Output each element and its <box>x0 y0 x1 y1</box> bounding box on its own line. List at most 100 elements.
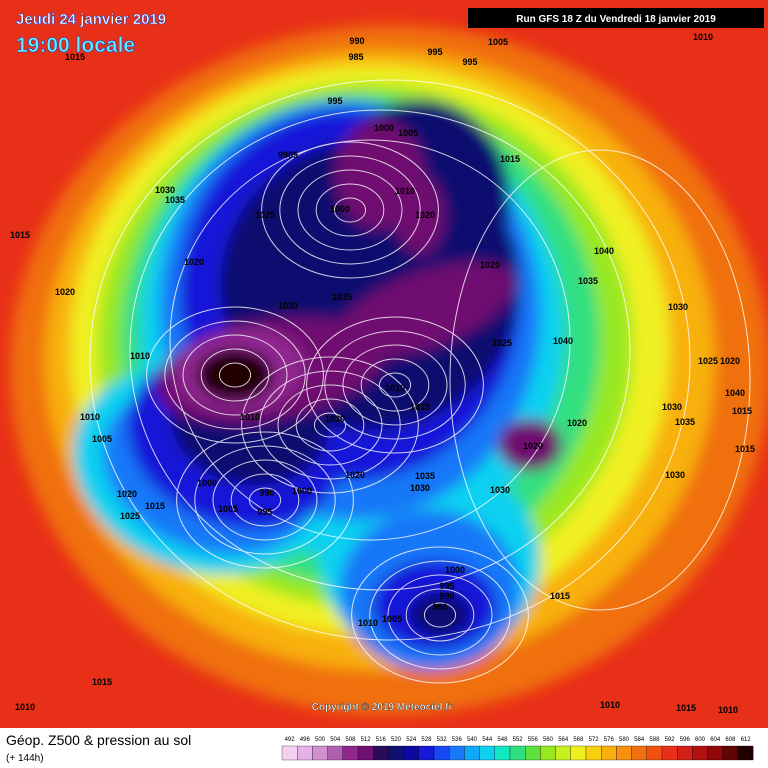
scale-box <box>464 745 480 761</box>
pressure-label: 1010 <box>358 618 378 628</box>
scale-box <box>433 745 450 761</box>
pressure-label: 1005 <box>218 504 238 514</box>
footer-lead: (+ 144h) <box>6 753 44 764</box>
pressure-label: 1015 <box>500 154 520 164</box>
pressure-label: 1015 <box>65 52 85 62</box>
pressure-label: 1010 <box>130 351 150 361</box>
isobar <box>360 358 430 412</box>
isobar <box>387 574 493 656</box>
isobar <box>333 197 367 223</box>
scale-label: 568 <box>573 737 584 743</box>
pressure-label: 1020 <box>184 257 204 267</box>
pressure-label: 1020 <box>567 418 587 428</box>
pressure-label: 1015 <box>735 444 755 454</box>
field-blob <box>197 349 273 401</box>
scale-label: 496 <box>300 737 311 743</box>
pressure-label: 1010 <box>395 186 415 196</box>
scale-label: 576 <box>604 737 615 743</box>
scale-box <box>616 745 632 761</box>
pressure-label: 1020 <box>720 356 740 366</box>
field-blob <box>410 593 470 637</box>
scale-box <box>281 745 298 761</box>
scale-label: 596 <box>680 737 691 743</box>
pressure-label: 1025 <box>255 210 275 220</box>
run: Run GFS 18 Z du Vendredi 18 janvier 2019 <box>516 14 716 25</box>
scale-label: 556 <box>528 737 539 743</box>
pressure-label: 1025 <box>698 356 718 366</box>
scale-box <box>357 745 374 761</box>
copyright: Copyright © 2019 Meteociel.fr <box>312 702 453 713</box>
pressure-label: 995 <box>462 57 477 67</box>
pressure-label: 1035 <box>415 471 435 481</box>
scale-box <box>585 745 602 761</box>
isobar <box>313 412 347 438</box>
isobar <box>176 431 354 569</box>
pressure-label: 1030 <box>410 483 430 493</box>
pressure-label: 990 <box>259 488 274 498</box>
scale-box <box>373 745 389 761</box>
pressure-label: 1020 <box>117 489 137 499</box>
scale-box <box>722 745 739 761</box>
pressure-label: 1020 <box>415 210 435 220</box>
pressure-label: 1005 <box>92 434 112 444</box>
pressure-label: 1005 <box>382 614 402 624</box>
scale-label: 520 <box>391 737 402 743</box>
pressure-label: 1030 <box>490 485 510 495</box>
scale-box <box>540 745 556 761</box>
pressure-label: 1020 <box>55 287 75 297</box>
isobar <box>261 141 439 279</box>
color-scale: 492 496 500 504 508 512 516 520 524 528 532 536 540 5… <box>281 737 754 761</box>
pressure-label: 1035 <box>675 417 695 427</box>
scale-label: 492 <box>285 737 296 743</box>
pressure-label: 1015 <box>410 402 430 412</box>
scale-label: 504 <box>330 737 341 743</box>
scale-label: 584 <box>634 737 645 743</box>
date: Jeudi 24 janvier 2019 <box>16 11 166 28</box>
scale-box <box>601 745 617 761</box>
isobar <box>378 372 412 398</box>
pressure-label: 980 <box>432 602 447 612</box>
isobar <box>146 306 324 444</box>
pressure-label: 1035 <box>165 195 185 205</box>
isobar <box>89 79 691 641</box>
scale-label: 508 <box>345 737 356 743</box>
pressure-label: 1000 <box>197 478 217 488</box>
pressure-label: 9905 <box>278 150 298 160</box>
pressure-label: 1015 <box>676 703 696 713</box>
pressure-label: 995 <box>327 96 342 106</box>
pressure-label: 1030 <box>668 302 688 312</box>
pressure-label: 1010 <box>240 412 260 422</box>
isobar <box>297 169 403 251</box>
isobar <box>449 149 751 611</box>
isobar <box>423 602 457 628</box>
pressure-label: 1015 <box>732 406 752 416</box>
scale-box <box>342 745 359 761</box>
pressure-label: 1000 <box>374 123 394 133</box>
scale-box <box>494 745 511 761</box>
pressure-label: 1015 <box>550 591 570 601</box>
pressure-label: 1000 <box>445 565 465 575</box>
pressure-label: 990 <box>349 36 364 46</box>
pressure-label: 995 <box>427 47 442 57</box>
pressure-label: 995 <box>439 581 454 591</box>
scale-box <box>737 745 754 761</box>
scale-box <box>327 745 343 761</box>
scale-label: 548 <box>497 737 508 743</box>
pressure-label: 1015 <box>10 230 30 240</box>
scale-label: 608 <box>725 737 736 743</box>
pressure-labels: 990 985 1005 995 995 1010 1015 995 1000 1005 9905 1… <box>10 32 755 715</box>
field-blob <box>498 419 562 471</box>
scale-label: 564 <box>558 737 569 743</box>
pressure-label: 1010 <box>80 412 100 422</box>
scale-label: 516 <box>376 737 387 743</box>
pressure-label: 1010 <box>15 702 35 712</box>
pressure-label: 1010 <box>693 32 713 42</box>
pressure-label: 1030 <box>662 402 682 412</box>
scale-box <box>631 745 647 761</box>
scale-box <box>479 745 495 761</box>
run-box <box>468 8 764 28</box>
isobar <box>169 139 571 541</box>
pressure-label: 985 <box>348 52 363 62</box>
isobar <box>194 445 336 555</box>
pressure-label: 1040 <box>594 246 614 256</box>
